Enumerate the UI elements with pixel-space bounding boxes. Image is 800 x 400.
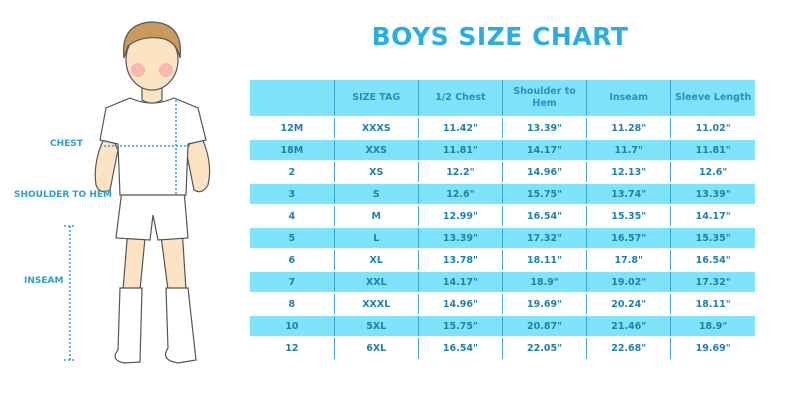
chest-label: CHEST bbox=[50, 139, 83, 149]
column-header: Sleeve Length bbox=[670, 80, 755, 117]
table-cell: 11.28" bbox=[586, 116, 671, 139]
table-cell: 11.81" bbox=[670, 138, 755, 161]
table-cell: 22.68" bbox=[586, 336, 671, 359]
table-cell: 14.17" bbox=[670, 204, 755, 227]
table-row: 7 XXL 14.17" 18.9" 19.02" 17.32" bbox=[250, 270, 755, 293]
table-cell: 12.13" bbox=[586, 160, 671, 183]
table-cell: 15.75" bbox=[417, 314, 503, 337]
table-cell: 18.9" bbox=[670, 314, 755, 337]
table-row: 3 S 12.6" 15.75" 13.74" 13.39" bbox=[250, 182, 755, 205]
table-cell: 13.74" bbox=[586, 182, 671, 205]
table-cell: 17.8" bbox=[586, 248, 671, 271]
table-cell: 13.78" bbox=[417, 248, 503, 271]
table-cell: L bbox=[333, 226, 419, 249]
table-row: 5 L 13.39" 17.32" 16.57" 15.35" bbox=[250, 226, 755, 249]
inseam-label: INSEAM bbox=[24, 276, 64, 286]
table-cell: 5XL bbox=[333, 314, 419, 337]
table-cell: 6XL bbox=[333, 336, 419, 359]
column-header: 1/2 Chest bbox=[417, 80, 503, 117]
table-cell: 16.54" bbox=[501, 204, 587, 227]
table-cell: 19.69" bbox=[501, 292, 587, 315]
table-row: 12M XXXS 11.42" 13.39" 11.28" 11.02" bbox=[250, 116, 755, 139]
table-row: 8 XXXL 14.96" 19.69" 20.24" 18.11" bbox=[250, 292, 755, 315]
table-cell: 12.2" bbox=[417, 160, 503, 183]
column-header: Shoulder to Hem bbox=[501, 80, 587, 117]
table-cell: 18.9" bbox=[501, 270, 587, 293]
table-cell: 15.35" bbox=[670, 226, 755, 249]
table-cell: XL bbox=[333, 248, 419, 271]
table-cell: XXS bbox=[333, 138, 419, 161]
table-cell: 4 bbox=[250, 204, 335, 227]
table-cell: 16.54" bbox=[417, 336, 503, 359]
shoulder-to-hem-label: SHOULDER TO HEM bbox=[14, 190, 112, 200]
table-cell: 22.05" bbox=[501, 336, 587, 359]
table-cell: XXXS bbox=[333, 116, 419, 139]
table-cell: 12M bbox=[250, 116, 335, 139]
table-cell: XXL bbox=[333, 270, 419, 293]
table-cell: 8 bbox=[250, 292, 335, 315]
table-cell: 17.32" bbox=[670, 270, 755, 293]
table-cell: XS bbox=[333, 160, 419, 183]
table-cell: 12 bbox=[250, 336, 335, 359]
page-title: BOYS SIZE CHART bbox=[371, 22, 629, 51]
table-cell: 15.75" bbox=[501, 182, 587, 205]
table-cell: XXXL bbox=[333, 292, 419, 315]
table-cell: 16.57" bbox=[586, 226, 671, 249]
table-cell: 20.24" bbox=[586, 292, 671, 315]
table-cell: 12.6" bbox=[417, 182, 503, 205]
table-cell: 12.6" bbox=[670, 160, 755, 183]
table-cell: 6 bbox=[250, 248, 335, 271]
table-cell: 11.42" bbox=[417, 116, 503, 139]
table-cell: 13.39" bbox=[501, 116, 587, 139]
table-cell: 17.32" bbox=[501, 226, 587, 249]
table-cell: 5 bbox=[250, 226, 335, 249]
table-row: 2 XS 12.2" 14.96" 12.13" 12.6" bbox=[250, 160, 755, 183]
size-chart-table: SIZE TAG 1/2 Chest Shoulder to Hem Inseam Sl… bbox=[250, 80, 755, 359]
table-cell: 11.7" bbox=[586, 138, 671, 161]
table-row: 12 6XL 16.54" 22.05" 22.68" 19.69" bbox=[250, 336, 755, 359]
table-cell: 18.11" bbox=[670, 292, 755, 315]
table-cell: 13.39" bbox=[417, 226, 503, 249]
table-cell: 7 bbox=[250, 270, 335, 293]
column-header: SIZE TAG bbox=[333, 80, 419, 117]
table-row: 4 M 12.99" 16.54" 15.35" 14.17" bbox=[250, 204, 755, 227]
table-cell: S bbox=[333, 182, 419, 205]
table-cell: 3 bbox=[250, 182, 335, 205]
table-cell: 14.96" bbox=[417, 292, 503, 315]
table-cell: 14.17" bbox=[501, 138, 587, 161]
table-cell: 11.81" bbox=[417, 138, 503, 161]
table-cell: 15.35" bbox=[586, 204, 671, 227]
table-cell: M bbox=[333, 204, 419, 227]
column-header bbox=[250, 80, 335, 117]
table-cell: 14.17" bbox=[417, 270, 503, 293]
table-cell: 19.69" bbox=[670, 336, 755, 359]
table-row: 18M XXS 11.81" 14.17" 11.7" 11.81" bbox=[250, 138, 755, 161]
table-cell: 13.39" bbox=[670, 182, 755, 205]
table-cell: 18M bbox=[250, 138, 335, 161]
boy-illustration bbox=[64, 21, 211, 364]
table-cell: 14.96" bbox=[501, 160, 587, 183]
table-cell: 19.02" bbox=[586, 270, 671, 293]
table-row: 6 XL 13.78" 18.11" 17.8" 16.54" bbox=[250, 248, 755, 271]
table-cell: 21.46" bbox=[586, 314, 671, 337]
table-cell: 20.87" bbox=[501, 314, 587, 337]
table-cell: 12.99" bbox=[417, 204, 503, 227]
table-cell: 11.02" bbox=[670, 116, 755, 139]
table-cell: 10 bbox=[250, 314, 335, 337]
table-cell: 18.11" bbox=[501, 248, 587, 271]
table-cell: 2 bbox=[250, 160, 335, 183]
table-cell: 16.54" bbox=[670, 248, 755, 271]
column-header: Inseam bbox=[586, 80, 671, 117]
table-row: 10 5XL 15.75" 20.87" 21.46" 18.9" bbox=[250, 314, 755, 337]
